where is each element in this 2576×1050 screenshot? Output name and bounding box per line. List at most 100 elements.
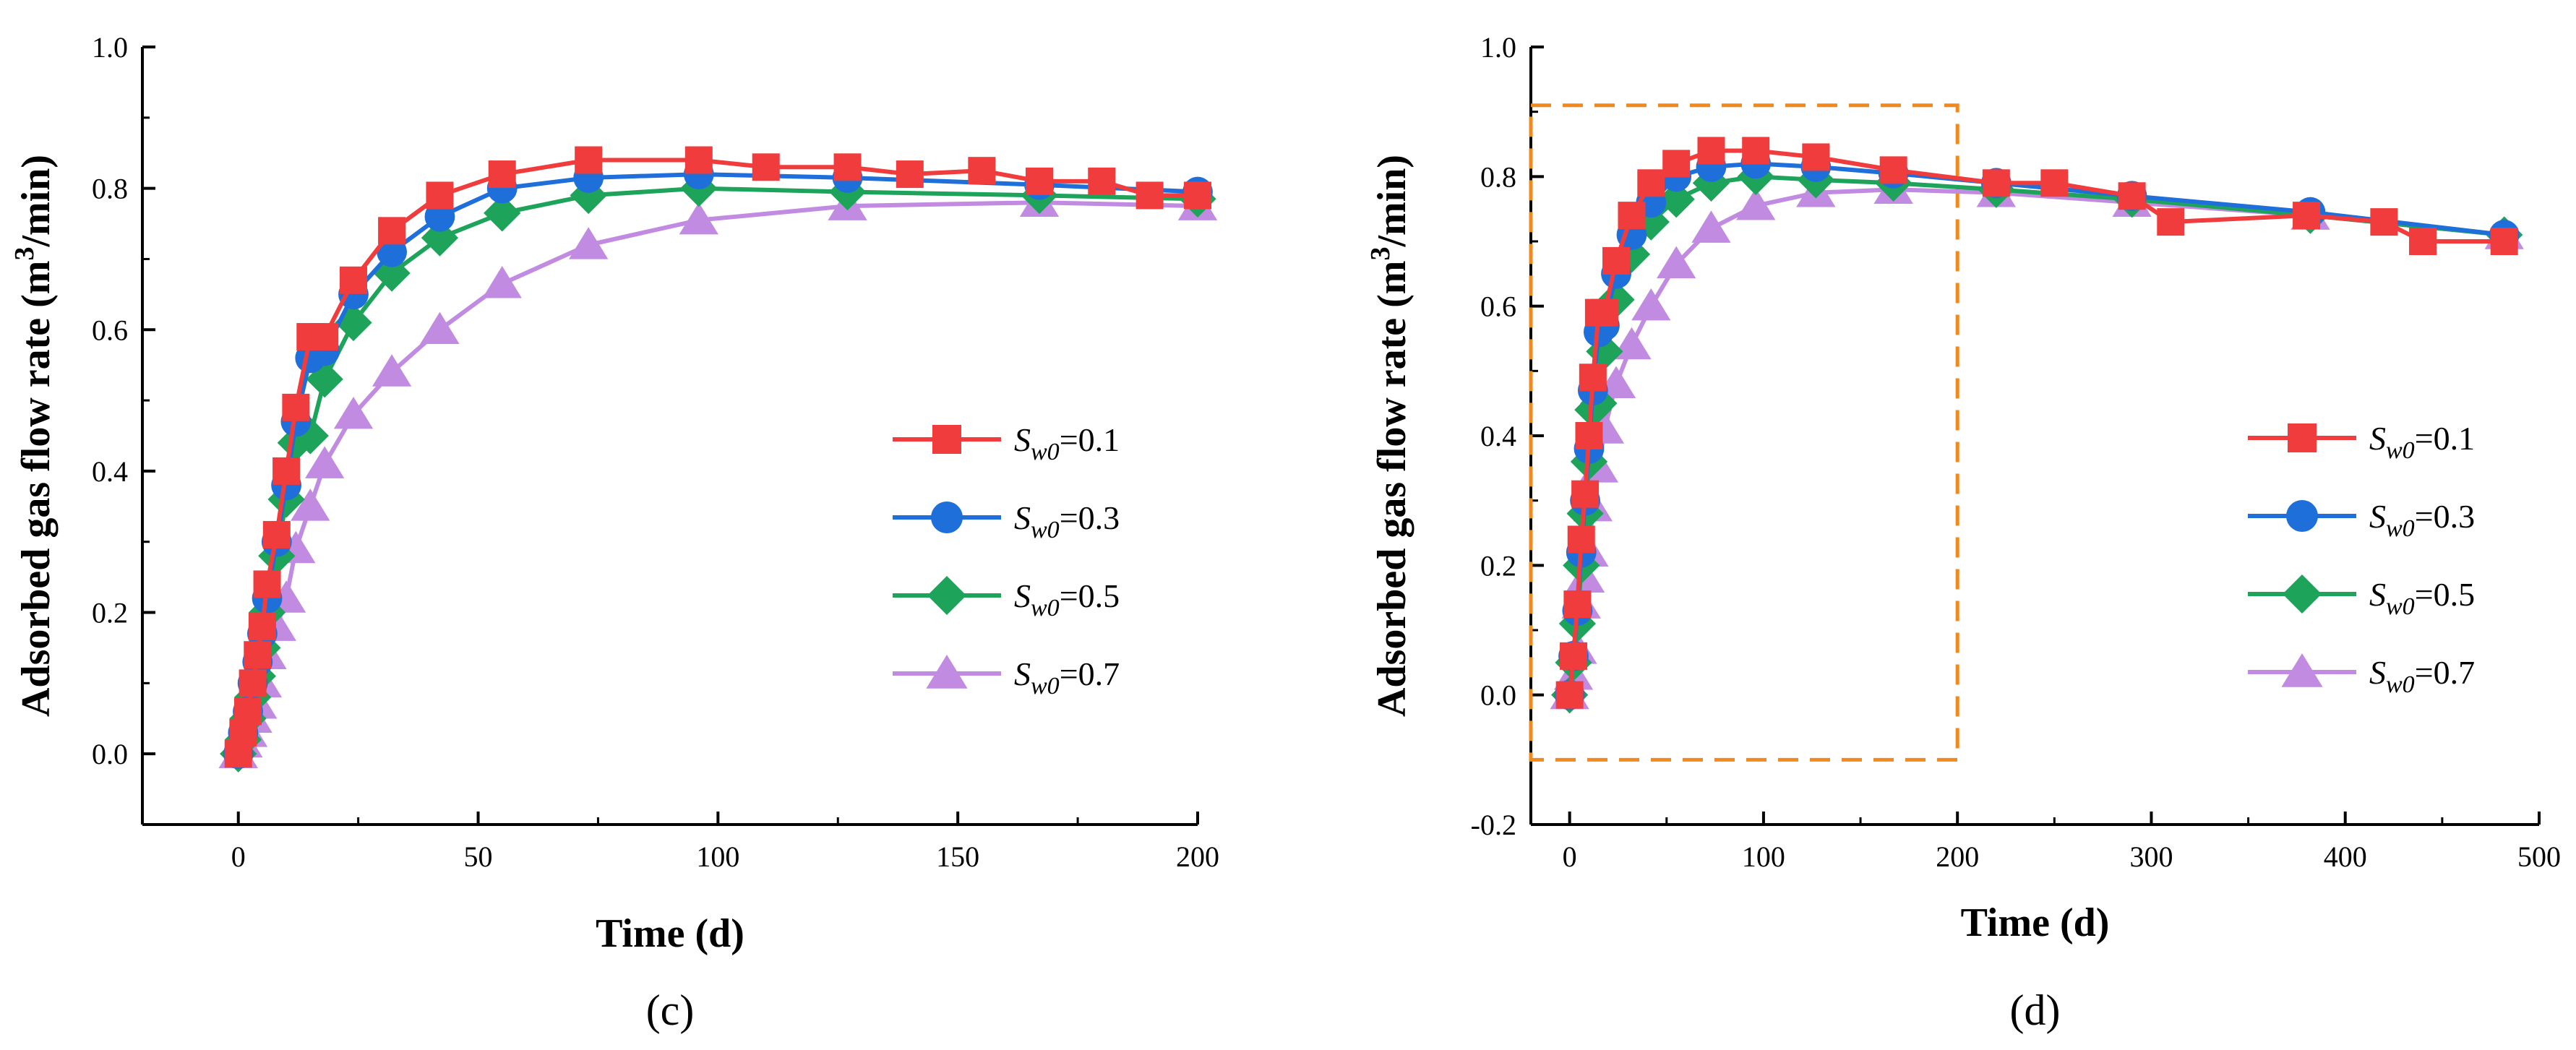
x-tick-label: 200	[1936, 840, 1979, 873]
legend-item: Sw0=0.1	[2248, 420, 2475, 464]
data-point	[679, 202, 718, 235]
data-point	[968, 157, 996, 185]
legend-item: Sw0=0.5	[2248, 575, 2475, 620]
legend-label: Sw0=0.1	[2369, 420, 2475, 464]
data-point	[1563, 590, 1592, 619]
data-point	[684, 146, 713, 174]
legend-label: Sw0=0.7	[2369, 654, 2475, 698]
legend-marker	[2288, 423, 2317, 452]
y-axis-title: Adsorbed gas flow rate (m3/min)	[1365, 155, 1414, 717]
data-point	[234, 697, 262, 726]
data-point	[248, 613, 276, 641]
data-point	[833, 153, 862, 181]
legend-marker	[2286, 500, 2318, 532]
data-point	[1802, 143, 1830, 171]
data-point	[2490, 228, 2518, 255]
data-point	[2370, 208, 2398, 236]
data-point	[1697, 137, 1725, 165]
data-point	[305, 446, 345, 478]
data-point	[2293, 202, 2321, 230]
data-point	[420, 311, 460, 345]
data-point	[1662, 150, 1691, 178]
x-tick-label: 0	[1563, 840, 1577, 873]
data-point	[1736, 187, 1776, 220]
series-square	[1555, 137, 2518, 709]
x-tick-label: 300	[2129, 840, 2173, 873]
data-point	[484, 194, 521, 232]
legend-label: Sw0=0.3	[2369, 498, 2475, 542]
data-point	[253, 570, 281, 598]
x-tick-label: 50	[464, 840, 493, 873]
data-point	[482, 265, 522, 298]
data-point	[1575, 422, 1603, 449]
legend-marker	[2283, 575, 2322, 614]
legend: Sw0=0.1 Sw0=0.3 Sw0=0.5 Sw0=0.7	[893, 421, 1120, 700]
x-tick-label: 150	[936, 840, 979, 873]
data-point	[1586, 332, 1623, 371]
x-tick-label: 200	[1176, 840, 1219, 873]
series-square	[224, 146, 1211, 768]
x-tick-label: 100	[696, 840, 739, 873]
data-point	[896, 160, 924, 189]
panel-d: -0.2 0.0 0.2 0.4 0.6 0.8 1.0 0 100 200 300 400 500 Ti…	[1365, 31, 2561, 1034]
y-tick-label: 0.8	[1480, 160, 1516, 193]
legend-marker	[2281, 653, 2323, 687]
legend-item: Sw0=0.7	[2248, 653, 2475, 698]
data-point	[569, 227, 609, 259]
data-point	[1657, 181, 1695, 218]
data-point	[1742, 137, 1770, 165]
data-point	[421, 219, 459, 257]
y-tick-label: 0.6	[92, 314, 128, 346]
y-tick-label: 0.8	[92, 173, 128, 205]
data-point	[333, 396, 374, 429]
y-tick-label: 0.6	[1480, 291, 1516, 323]
data-point	[1026, 167, 1053, 195]
data-point	[1637, 169, 1665, 197]
data-point	[311, 323, 339, 351]
y-tick-label: 0.2	[92, 597, 128, 629]
data-point	[291, 489, 330, 521]
data-point	[1631, 288, 1671, 321]
series-line	[1567, 161, 2505, 695]
data-point	[306, 361, 343, 398]
panel-label: (d)	[2010, 986, 2061, 1034]
legend-label: Sw0=0.3	[1014, 499, 1120, 543]
series-line	[1567, 174, 2505, 696]
data-point	[752, 153, 780, 181]
data-point	[2157, 208, 2185, 236]
data-point	[575, 146, 603, 174]
legend-item: Sw0=0.7	[893, 655, 1120, 700]
data-point	[1618, 202, 1646, 230]
data-point	[1184, 181, 1211, 210]
series-line	[1567, 187, 2505, 696]
panel-label: (c)	[646, 986, 695, 1034]
x-tick-label: 400	[2324, 840, 2367, 873]
data-point	[1579, 363, 1607, 392]
data-point	[378, 217, 406, 245]
data-point	[1879, 156, 1907, 184]
legend: Sw0=0.1 Sw0=0.3 Sw0=0.5 Sw0=0.7	[2248, 420, 2475, 698]
data-point	[1590, 298, 1618, 327]
y-tick-label: -0.2	[1471, 809, 1516, 841]
data-point	[488, 160, 516, 189]
data-point	[1691, 210, 1731, 243]
legend-marker	[931, 502, 963, 533]
legend-item: Sw0=0.1	[893, 421, 1120, 465]
data-point	[2040, 169, 2069, 197]
legend-label: Sw0=0.5	[1014, 577, 1120, 621]
y-tick-label: 0.2	[1480, 549, 1516, 582]
panel-c: 0.0 0.2 0.4 0.6 0.8 1.0 0 50 100 150 200 Time (d) Ad…	[9, 31, 1219, 1034]
data-point	[372, 354, 412, 387]
data-point	[1135, 181, 1164, 210]
data-point	[1560, 642, 1588, 670]
y-tick-label: 0.0	[1480, 679, 1516, 712]
data-point	[426, 181, 454, 210]
legend-marker	[932, 425, 961, 454]
y-tick-label: 0.4	[92, 455, 128, 488]
legend-marker	[927, 576, 966, 615]
data-point	[2409, 228, 2437, 255]
legend-marker	[926, 655, 968, 689]
data-point	[272, 457, 301, 485]
